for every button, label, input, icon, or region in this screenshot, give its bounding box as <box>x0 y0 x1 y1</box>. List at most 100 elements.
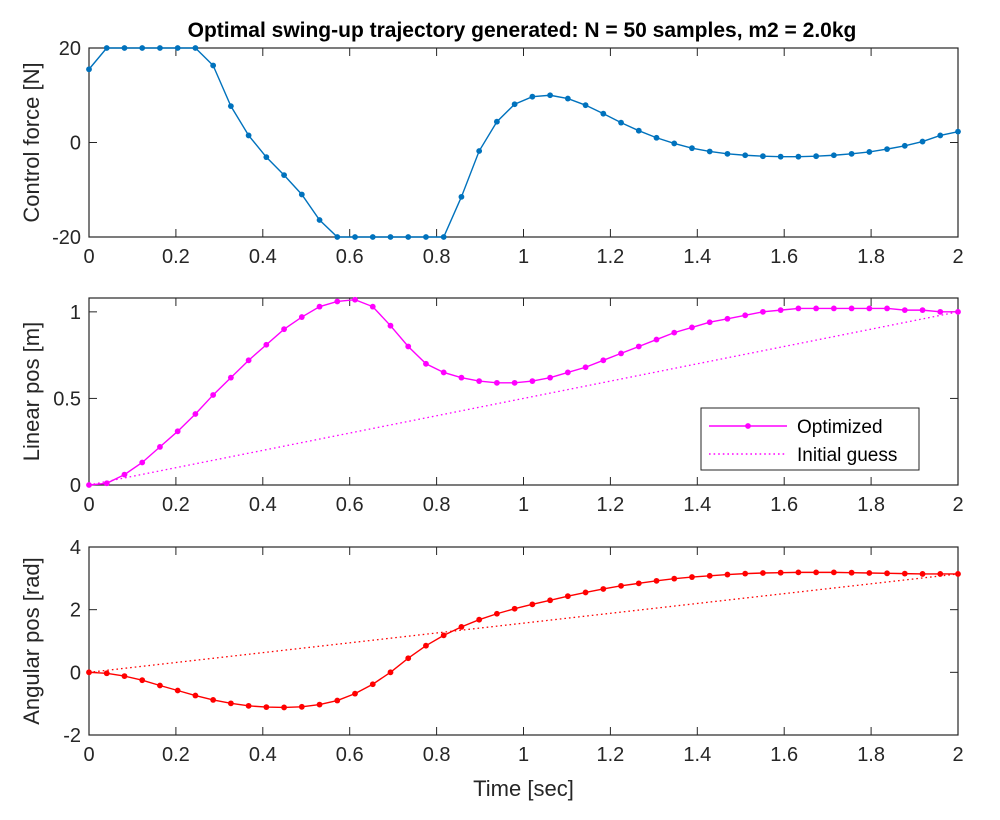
data-point <box>760 153 766 160</box>
data-point <box>724 571 731 578</box>
data-point <box>281 704 287 711</box>
y-tick-label: 2 <box>70 600 81 622</box>
data-point <box>263 341 270 348</box>
data-point <box>884 570 890 577</box>
x-tick-label: 0.8 <box>423 494 451 516</box>
data-point <box>493 118 500 125</box>
x-tick-label: 1.4 <box>683 494 711 516</box>
data-point <box>405 655 412 662</box>
data-point <box>121 471 128 478</box>
data-point <box>245 702 252 709</box>
data-point <box>192 45 199 51</box>
data-point <box>866 570 873 576</box>
data-point <box>192 692 199 699</box>
data-point <box>529 378 536 385</box>
y-tick-label: 0 <box>70 475 81 497</box>
data-point <box>618 350 624 357</box>
x-tick-label: 0.2 <box>162 246 190 268</box>
x-tick-label: 1 <box>518 494 529 516</box>
data-point <box>476 616 483 623</box>
x-tick-label: 2 <box>952 744 963 766</box>
data-point <box>635 127 642 134</box>
legend-label-1: Optimized <box>797 417 883 438</box>
data-point <box>334 697 341 704</box>
x-tick-label: 0.2 <box>162 744 190 766</box>
data-point <box>653 336 660 343</box>
data-point <box>387 322 394 329</box>
data-point <box>742 312 749 319</box>
data-point <box>777 153 784 160</box>
x-tick-label: 1.2 <box>596 246 624 268</box>
data-point <box>529 601 536 608</box>
data-point <box>281 172 287 179</box>
data-point <box>103 670 110 677</box>
x-tick-label: 1.6 <box>770 246 798 268</box>
panels: 0 0.2 0.4 0.6 0.8 1 1.2 1.4 1.6 1.8 2-20020Control… <box>19 38 964 801</box>
data-point <box>157 444 163 450</box>
data-point <box>369 681 376 688</box>
data-point <box>813 569 820 576</box>
data-point <box>671 329 678 336</box>
x-tick-label: 1.6 <box>770 744 798 766</box>
x-tick-label: 0.8 <box>423 744 451 766</box>
data-point <box>564 369 571 376</box>
data-point <box>813 153 820 160</box>
data-point <box>795 569 802 576</box>
data-point <box>263 154 270 161</box>
series-line-1 <box>88 571 958 709</box>
data-point <box>600 586 607 592</box>
series-line-2 <box>88 311 959 486</box>
data-point <box>582 364 589 371</box>
data-point <box>955 128 961 135</box>
data-point <box>582 102 589 109</box>
data-point <box>955 571 961 577</box>
series-line-2 <box>88 573 959 673</box>
data-point <box>742 570 749 577</box>
data-point <box>352 234 358 240</box>
y-tick-label: 0.5 <box>53 388 81 410</box>
data-point <box>458 193 465 200</box>
data-point <box>316 217 323 223</box>
data-point <box>653 134 660 141</box>
data-point <box>405 234 412 240</box>
data-point <box>777 307 784 314</box>
data-point <box>813 305 820 312</box>
data-point <box>210 392 217 398</box>
data-point <box>653 577 660 584</box>
data-point <box>352 296 358 303</box>
data-point <box>103 45 110 51</box>
data-point <box>511 605 518 612</box>
data-point <box>742 152 749 159</box>
data-point <box>547 597 554 604</box>
data-point <box>423 360 429 367</box>
data-point <box>848 150 855 157</box>
data-point <box>174 428 181 435</box>
data-point <box>724 150 731 157</box>
data-point <box>458 624 465 630</box>
data-point <box>547 92 554 99</box>
data-point <box>369 234 376 240</box>
data-point <box>174 687 181 694</box>
data-point <box>830 569 837 576</box>
data-point <box>139 459 146 466</box>
panel-2: 0 0.2 0.4 0.6 0.8 1 1.2 1.4 1.6 1.8 2 0 0.5 1 Linear p… <box>19 296 964 516</box>
data-point <box>334 234 341 240</box>
data-point <box>493 379 500 386</box>
data-point <box>352 690 358 697</box>
data-point <box>671 575 678 582</box>
data-point <box>795 153 802 160</box>
y-tick-label: 0 <box>70 662 81 684</box>
data-point <box>334 298 341 305</box>
data-point <box>139 45 146 51</box>
data-point <box>671 140 678 147</box>
data-point <box>476 148 483 154</box>
data-point <box>689 324 695 331</box>
data-point <box>511 379 518 386</box>
data-point <box>227 374 234 381</box>
data-point <box>901 570 908 577</box>
x-tick-label: 0.6 <box>336 494 364 516</box>
data-point <box>121 45 128 51</box>
data-point <box>245 357 252 364</box>
data-point <box>157 45 163 51</box>
series-line-1 <box>88 47 959 238</box>
